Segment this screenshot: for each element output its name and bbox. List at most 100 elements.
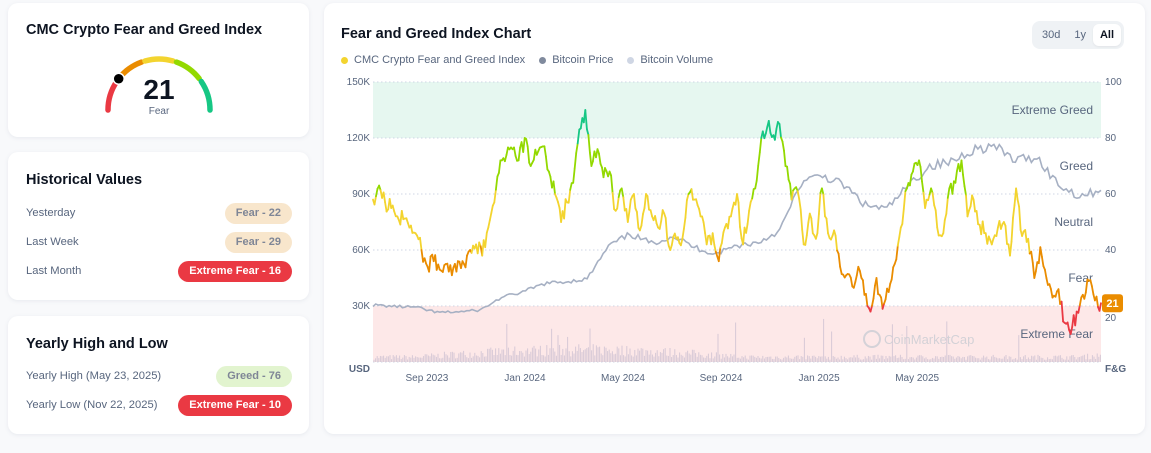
fear-greed-line-segment [746, 209, 751, 225]
fear-greed-line-segment [485, 226, 490, 234]
fear-greed-line-segment [552, 180, 556, 195]
fear-greed-line-segment [720, 231, 725, 245]
fear-greed-line-segment [820, 187, 825, 196]
left-axis-tick: 150K [347, 77, 371, 88]
fear-greed-line-segment [1095, 295, 1099, 308]
fear-greed-line-segment [525, 138, 529, 148]
fear-greed-line-segment [1039, 246, 1043, 258]
coinmarketcap-watermark: CoinMarketCap [863, 330, 974, 348]
fear-greed-line-segment [1045, 277, 1049, 286]
fear-greed-line-segment [1077, 304, 1081, 314]
legend-item-bitcoin-price[interactable]: Bitcoin Price [539, 54, 613, 66]
fear-greed-line-segment [382, 191, 386, 204]
index-card-title: CMC Crypto Fear and Greed Index [26, 22, 263, 38]
fear-greed-line-segment [573, 152, 578, 170]
fear-greed-line-segment [837, 252, 841, 268]
fear-greed-line-segment [775, 121, 779, 130]
fear-greed-line-segment [513, 146, 517, 157]
fear-greed-line-segment [849, 276, 854, 288]
fear-greed-line-segment [632, 193, 637, 210]
fear-greed-line-segment [804, 234, 808, 246]
fear-greed-line-segment [1015, 187, 1019, 201]
fear-greed-line-segment [685, 193, 690, 202]
fear-greed-line-segment [695, 198, 699, 207]
fear-greed-line-segment [852, 281, 857, 289]
fear-greed-line-segment [748, 201, 752, 212]
fear-greed-line-segment [1069, 325, 1074, 335]
fear-greed-line-segment [1084, 278, 1089, 294]
fear-greed-line-segment [912, 162, 916, 173]
historical-badge: Fear - 22 [224, 202, 292, 224]
range-all-button[interactable]: All [1092, 24, 1122, 46]
x-axis-tick: Sep 2024 [700, 373, 743, 384]
current-value-badge-text: 21 [1106, 298, 1118, 310]
fear-greed-line-segment [919, 165, 923, 183]
fear-greed-line-segment [658, 220, 663, 230]
fear-greed-line-segment [960, 159, 964, 176]
fear-greed-line-segment [871, 297, 875, 307]
fear-greed-line-segment [420, 249, 424, 263]
fear-greed-line-segment [666, 237, 670, 248]
fear-greed-line-segment [796, 190, 801, 201]
fear-greed-line-segment [1016, 198, 1020, 208]
x-axis-tick: Jan 2025 [799, 373, 841, 384]
fear-greed-line-segment [872, 284, 876, 300]
fear-greed-chart[interactable]: CoinMarketCap Extreme Greed Greed Neutral F… [324, 3, 1145, 434]
fear-greed-line-segment [388, 197, 393, 209]
fear-greed-line-segment [690, 188, 694, 201]
fear-greed-line-segment [995, 226, 999, 237]
fear-greed-line-segment [909, 173, 913, 187]
fear-greed-line-segment [488, 212, 493, 222]
range-30d-button[interactable]: 30d [1035, 24, 1067, 46]
fear-greed-line-segment [660, 209, 664, 222]
fear-greed-line-segment [972, 198, 976, 213]
fear-greed-line-segment [1033, 270, 1037, 279]
fear-greed-line-segment [790, 189, 795, 201]
fear-greed-line-segment [869, 304, 873, 313]
fear-greed-line-segment [924, 198, 928, 209]
left-axis-unit: USD [349, 364, 370, 375]
fear-greed-line-segment [643, 193, 647, 209]
fear-greed-line-segment [505, 146, 509, 156]
fear-greed-line-segment [751, 188, 755, 200]
historical-row-last-month: Last Month Extreme Fear - 16 [26, 260, 292, 282]
range-1y-button[interactable]: 1y [1067, 24, 1093, 46]
fear-greed-line-segment [1004, 224, 1008, 245]
fear-greed-line-segment [620, 187, 625, 199]
right-axis-tick: 60 [1105, 189, 1117, 200]
fear-greed-line-segment [681, 227, 685, 240]
fear-greed-line-segment [773, 128, 778, 141]
fear-greed-line-segment [1024, 229, 1028, 243]
fear-greed-line-segment [1066, 321, 1070, 331]
fear-greed-line-segment [931, 192, 936, 207]
fear-greed-line-segment [484, 231, 488, 249]
fear-greed-line-segment [611, 191, 616, 211]
fear-greed-line-segment [783, 149, 787, 167]
fear-greed-line-segment [1034, 261, 1039, 273]
fear-greed-line-segment [798, 198, 802, 211]
fear-greed-line-segment [1041, 255, 1045, 268]
legend-item-fear-greed[interactable]: CMC Crypto Fear and Greed Index [341, 54, 525, 66]
fear-greed-line-segment [617, 189, 622, 199]
fear-greed-line-segment [547, 170, 552, 178]
legend-item-bitcoin-volume[interactable]: Bitcoin Volume [627, 54, 713, 66]
legend-dot-icon [627, 56, 635, 64]
fear-greed-line-segment [576, 128, 581, 145]
fear-greed-line-segment [419, 236, 423, 251]
fear-greed-line-segment [567, 188, 572, 204]
historical-badge: Fear - 29 [224, 231, 292, 253]
fear-greed-line-segment [569, 182, 573, 191]
fear-greed-line-segment [497, 159, 502, 174]
yearly-title: Yearly High and Low [26, 336, 168, 352]
fear-greed-line-segment [739, 225, 743, 240]
fear-greed-line-segment [455, 260, 459, 273]
fear-greed-line-segment [839, 265, 843, 275]
fear-greed-line-segment [755, 164, 760, 182]
x-axis-tick: Sep 2023 [406, 373, 449, 384]
gauge-segment-greed [173, 59, 202, 82]
legend-dot-icon [341, 56, 348, 64]
fear-greed-line-segment [742, 226, 746, 246]
zone-label: Greed [1060, 159, 1093, 173]
fear-greed-line-segment [965, 194, 969, 218]
fear-greed-line-segment [701, 215, 705, 224]
